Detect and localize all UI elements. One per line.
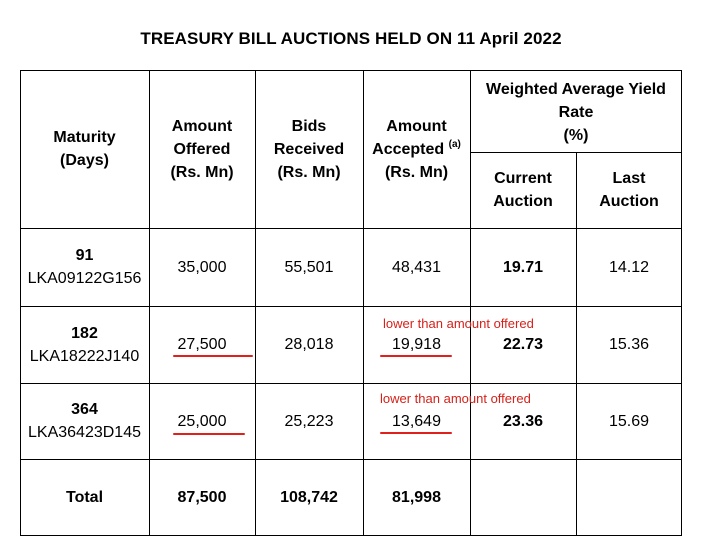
cell-value: 35,000	[177, 258, 227, 276]
header-bids-received: Bids Received (Rs. Mn)	[255, 70, 363, 228]
annotation-note: lower than amount offered	[383, 316, 534, 331]
header-text: Rate	[558, 103, 594, 121]
red-underline	[380, 432, 452, 434]
amount-offered-cell: 27,500	[149, 306, 255, 383]
table-row-364-maturity: 364 LKA36423D145	[20, 383, 149, 459]
amount-accepted-cell: 19,918	[363, 306, 470, 383]
table-border-right	[681, 70, 682, 536]
bids-received-cell: 55,501	[255, 228, 363, 306]
header-text: Offered	[173, 140, 231, 158]
cell-value: 25,223	[284, 412, 334, 430]
header-maturity: Maturity (Days)	[20, 70, 149, 228]
header-text: Accepted (a)	[372, 138, 461, 161]
table-border-left	[20, 70, 21, 536]
header-text: (%)	[563, 126, 589, 144]
column-divider	[363, 70, 364, 536]
cell-value: 108,742	[280, 488, 338, 506]
cell-value: 15.69	[608, 412, 650, 430]
amount-accepted-cell: 13,649	[363, 383, 470, 459]
header-text: Auction	[599, 193, 659, 210]
header-last-auction: Last Auction	[576, 152, 682, 228]
table-border-top	[20, 70, 682, 71]
header-text: Received	[273, 140, 345, 158]
header-text: Accepted	[372, 140, 445, 158]
header-text: Maturity	[53, 129, 116, 146]
maturity-days: 364	[71, 401, 98, 418]
row-divider	[20, 228, 682, 229]
amount-offered-cell: 25,000	[149, 383, 255, 459]
table-row-91-maturity: 91 LKA09122G156	[20, 228, 149, 306]
row-divider	[470, 152, 682, 153]
header-amount-offered: Amount Offered (Rs. Mn)	[149, 70, 255, 228]
last-yield-cell: 15.36	[576, 306, 682, 383]
total-label-cell: Total	[20, 459, 149, 535]
page-title: TREASURY BILL AUCTIONS HELD ON 11 April …	[140, 29, 562, 48]
table-row-182-maturity: 182 LKA18222J140	[20, 306, 149, 383]
total-label: Total	[65, 488, 104, 506]
header-text: (Rs. Mn)	[384, 163, 449, 181]
column-divider	[255, 70, 256, 536]
column-divider	[149, 70, 150, 536]
header-text: Weighted Average Yield	[486, 80, 666, 98]
cell-value: 25,000	[177, 412, 227, 430]
maturity-days: 91	[75, 247, 94, 264]
table-border-bottom	[20, 535, 682, 536]
footnote-marker: (a)	[448, 138, 461, 150]
bids-received-cell: 25,223	[255, 383, 363, 459]
row-divider	[20, 383, 682, 384]
header-text: Amount	[386, 117, 447, 135]
current-yield-cell: 19.71	[470, 228, 576, 306]
cell-value: 23.36	[502, 412, 544, 430]
cell-value: 81,998	[392, 488, 441, 506]
red-underline	[173, 433, 245, 435]
header-text: Amount	[171, 117, 233, 135]
current-yield-cell: 22.73	[470, 306, 576, 383]
cell-value: 13,649	[392, 412, 441, 430]
header-text: Auction	[493, 193, 553, 210]
bids-received-cell: 28,018	[255, 306, 363, 383]
red-underline	[380, 355, 452, 357]
total-offered-cell: 87,500	[149, 459, 255, 535]
cell-value: 48,431	[392, 258, 441, 276]
header-text: (Rs. Mn)	[170, 163, 234, 181]
total-accepted-cell: 81,998	[363, 459, 470, 535]
cell-value: 14.12	[608, 258, 650, 276]
header-amount-accepted: Amount Accepted (a) (Rs. Mn)	[363, 70, 470, 228]
maturity-days: 182	[71, 324, 98, 342]
header-text: (Rs. Mn)	[277, 163, 341, 181]
red-underline	[173, 355, 253, 357]
cell-value: 28,018	[284, 336, 334, 353]
isin-code: LKA18222J140	[29, 347, 140, 365]
isin-code: LKA09122G156	[27, 270, 142, 287]
cell-value: 15.36	[608, 336, 650, 353]
total-bids-cell: 108,742	[255, 459, 363, 535]
cell-value: 87,500	[177, 488, 227, 506]
row-divider	[20, 306, 682, 307]
column-divider	[470, 70, 471, 536]
header-text: Last	[612, 170, 646, 187]
column-divider	[576, 152, 577, 536]
cell-value: 55,501	[284, 258, 334, 276]
row-divider	[20, 459, 682, 460]
header-weighted-average-yield: Weighted Average Yield Rate (%)	[470, 76, 682, 148]
amount-accepted-cell: 48,431	[363, 228, 470, 306]
cell-value: 19.71	[502, 258, 544, 276]
last-yield-cell: 15.69	[576, 383, 682, 459]
last-yield-cell: 14.12	[576, 228, 682, 306]
cell-value: 19,918	[392, 336, 441, 353]
current-yield-cell: 23.36	[470, 383, 576, 459]
header-text: Current	[494, 170, 552, 187]
cell-value: 27,500	[177, 336, 227, 353]
header-text: (Days)	[60, 152, 109, 169]
annotation-note: lower than amount offered	[380, 391, 531, 406]
isin-code: LKA36423D145	[28, 424, 141, 441]
header-text: Bids	[291, 117, 327, 135]
cell-value: 22.73	[502, 336, 544, 353]
header-current-auction: Current Auction	[470, 152, 576, 228]
auction-table: Maturity (Days) Amount Offered (Rs. Mn) …	[20, 70, 682, 536]
amount-offered-cell: 35,000	[149, 228, 255, 306]
